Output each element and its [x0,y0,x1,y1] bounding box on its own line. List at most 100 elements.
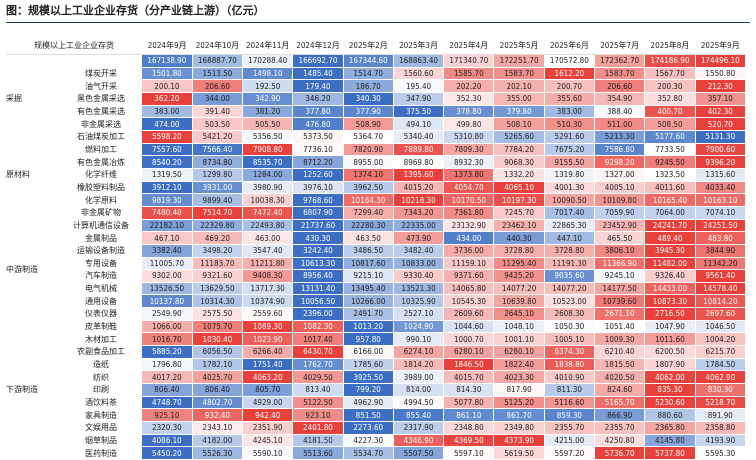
value-cell: 10325.90 [393,294,445,309]
value-cell: 7299.40 [343,206,394,220]
value-cell: 168863.40 [393,54,445,68]
value-cell: 10137.80 [142,294,193,309]
value-cell: 5165.70 [594,396,646,410]
value-cell: 195.40 [393,79,445,93]
value-cell: 6280.10 [443,345,495,359]
value-cell: 9035.60 [544,269,596,283]
value-cell: 7074.10 [695,206,747,220]
value-cell: 355.00 [493,92,545,106]
value-cell: 391.40 [192,105,244,119]
value-cell: 388.40 [594,105,646,119]
table-row: 医药制造 5450.20 5526.30 5590.10 5513.60 5534.70 5… [6,446,747,460]
value-cell: 8535.70 [242,155,294,169]
value-cell: 5421.20 [192,130,244,144]
table-row: 酒饮料茶 4748.70 4802.70 4929.00 5122.50 4962.90 4… [6,396,747,410]
value-cell: 1612.20 [544,67,596,81]
value-cell: 22182.10 [142,219,193,233]
value-cell: 824.60 [594,383,646,397]
value-cell: 13717.30 [242,282,294,296]
value-cell: 1075.70 [192,320,244,334]
value-cell: 1030.40 [192,332,244,347]
value-cell: 1089.30 [242,320,294,334]
value-cell: 1514.70 [343,67,394,81]
value-cell: 4023.30 [493,370,545,385]
value-cell: 1001.10 [493,332,545,347]
value-cell: 1284.00 [242,168,294,182]
industry-label: 印刷 [60,383,142,397]
value-cell: 1838.80 [544,358,596,372]
table-row: 采掘 煤炭开采 1501.80 1513.50 1498.10 1485.40 1514.7… [6,67,747,131]
table-row: 中游制造 计算机通信设备 22182.10 22329.80 22493.80 21737… [6,219,747,321]
value-cell: 23132.90 [443,219,495,233]
value-cell: 383.00 [544,105,596,119]
table-row: 黑色金属采选 362.20 344.00 342.90 346.20 340.30 347.… [6,92,747,106]
value-cell: 22280.30 [343,219,394,233]
table-row: 烟草制品 4086.10 4182.00 4245.10 4181.50 4227.30 4… [6,434,747,448]
value-cell: 467.10 [142,231,193,245]
value-cell: 2559.60 [242,307,294,321]
value-cell: 2491.70 [343,307,394,321]
value-cell: 9215.10 [343,269,394,283]
value-cell: 2343.10 [192,421,244,435]
value-cell: 9155.50 [544,155,596,169]
value-cell: 22865.30 [544,219,596,233]
value-cell: 7361.80 [443,206,495,220]
value-cell: 465.50 [594,231,646,245]
value-cell: 499.80 [443,117,495,131]
value-cell: 11159.10 [443,257,495,271]
value-cell: 1066.00 [142,320,193,334]
value-cell: 1751.40 [242,358,294,372]
value-cell: 10814.20 [695,294,747,309]
value-cell: 4017.20 [142,370,193,385]
value-cell: 171340.70 [443,54,495,68]
value-cell: 400.70 [644,105,696,119]
value-cell: 1814.20 [393,358,445,372]
value-cell: 2396.00 [292,307,344,321]
value-cell: 14077.20 [493,282,545,296]
value-cell: 6166.00 [343,345,394,359]
table-row: 非金属矿物 7480.40 7514.70 7472.40 6807.90 7299.40… [6,206,747,220]
value-cell: 5131.30 [695,130,747,144]
table-row: 纺织 4017.20 4025.70 4063.20 4029.50 3925.50 398… [6,370,747,385]
value-cell: 7736.10 [292,143,344,157]
value-cell: 2549.90 [142,307,193,321]
value-cell: 5122.50 [292,396,344,410]
value-cell: 1560.60 [393,67,445,81]
value-cell: 5507.50 [393,446,445,460]
value-cell: 2608.30 [544,307,596,321]
value-cell: 2575.50 [192,307,244,321]
industry-label: 皮革制鞋 [60,320,142,334]
value-cell: 1024.90 [393,320,445,334]
value-cell: 9245.50 [644,155,696,169]
value-cell: 2365.80 [644,421,696,435]
value-cell: 7784.20 [493,143,545,157]
value-cell: 172251.70 [493,54,545,68]
value-cell: 3806.10 [594,244,646,258]
value-cell: 170572.80 [544,54,596,68]
column-header: 2025年6月 [544,36,595,55]
value-cell: 1004.20 [695,332,747,347]
value-cell: 10197.30 [493,193,545,207]
industry-label: 油气开采 [60,79,142,93]
value-cell: 2358.80 [695,421,747,435]
value-cell: 835.30 [644,383,696,397]
value-cell: 942.40 [242,408,294,423]
value-cell: 10090.50 [544,193,596,207]
value-cell: 8734.80 [192,155,244,169]
value-cell: 469.20 [192,231,244,245]
total-row: 167138.90 168887.70 170288.40 166692.70 1673… [6,54,747,68]
value-cell: 3980.90 [242,181,294,195]
table-row: 有色金属冶炼 8540.20 8734.80 8535.70 8712.20 8955.0… [6,155,747,169]
value-cell: 4181.50 [292,434,344,448]
value-cell: 1319.80 [544,168,596,182]
industry-label: 纺织 [60,370,142,385]
value-cell: 494.10 [393,117,445,131]
value-cell: 347.90 [393,92,445,106]
industry-label: 造纸 [60,358,142,372]
value-cell: 24251.50 [695,219,747,233]
value-cell: 5885.20 [142,345,193,359]
value-cell: 5218.70 [695,396,747,410]
table-row: 造纸 1796.80 1782.10 1751.40 1762.70 1785.60 181… [6,358,747,372]
value-cell: 6274.10 [393,345,445,359]
value-cell: 3728.80 [493,244,545,258]
